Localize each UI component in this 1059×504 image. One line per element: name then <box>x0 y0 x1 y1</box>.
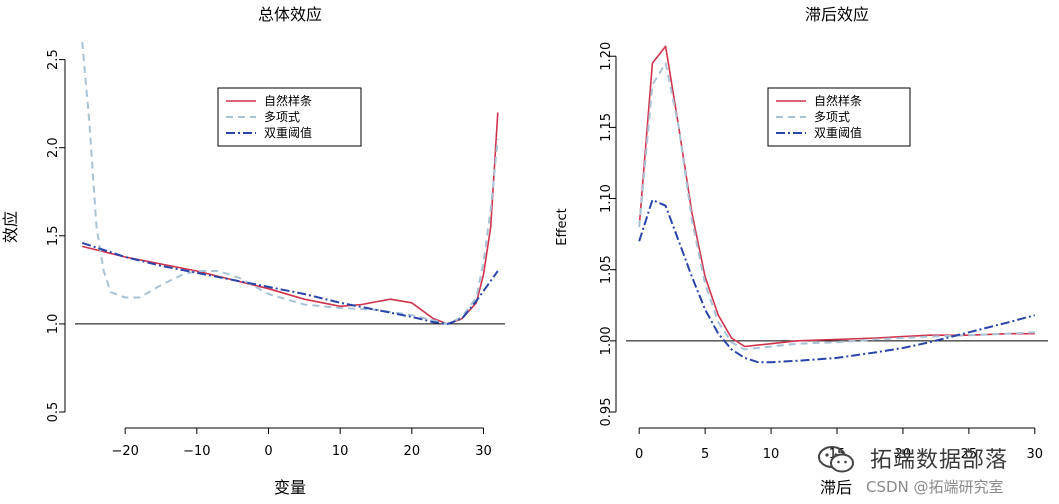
series-line-dashed <box>638 62 1035 351</box>
watermark-title: 拓端数据部落 <box>870 448 1009 473</box>
legend-entry-label: 多项式 <box>264 110 300 124</box>
chart-title: 总体效应 <box>258 5 322 24</box>
series-line-dashed <box>81 41 499 325</box>
y-tick-label: 1.00 <box>599 326 614 355</box>
total-effect-chart: 总体效应 0.5 1.0 1.5 2.0 2.5 效应 −20 −10 0 10 20 30 变量 自然样条… <box>1 5 505 497</box>
y-tick-label: 1.05 <box>599 255 614 284</box>
x-tick-label: 0 <box>635 447 643 462</box>
legend-entry-label: 多项式 <box>814 110 850 124</box>
legend-entry-label: 自然样条 <box>814 93 862 108</box>
x-tick-label: 10 <box>763 447 780 462</box>
y-tick-label: 0.95 <box>599 398 614 427</box>
x-tick-label: −10 <box>183 444 210 459</box>
series-line-dotdash <box>81 241 499 325</box>
x-axis-label: 变量 <box>274 478 306 497</box>
x-tick-label: 20 <box>895 447 912 462</box>
watermark: 拓端数据部落 CSDN @拓端研究室 <box>808 442 1053 502</box>
x-tick-label: −20 <box>111 444 138 459</box>
y-axis-label: Effect <box>555 208 570 245</box>
y-tick-label: 0.5 <box>46 402 61 423</box>
watermark-credit: CSDN @拓端研究室 <box>866 478 1004 496</box>
chart-title: 滞后效应 <box>805 5 869 24</box>
y-tick-label: 1.5 <box>46 225 61 246</box>
y-axis-label: 效应 <box>1 211 20 243</box>
x-tick-label: 30 <box>1027 447 1044 462</box>
lag-effect-chart: 滞后效应0.951.001.051.101.151.20Effect051015… <box>555 5 1048 497</box>
x-tick-label: 30 <box>475 444 492 459</box>
x-tick-label: 20 <box>404 444 421 459</box>
wechat-logo-icon <box>818 446 854 473</box>
y-tick-label: 1.20 <box>599 42 614 71</box>
y-tick-label: 1.10 <box>599 184 614 213</box>
legend-entry-label: 双重阈值 <box>264 125 312 140</box>
series-line-dotdash <box>638 199 1036 364</box>
x-tick-label: 25 <box>961 447 978 462</box>
y-tick-label: 2.0 <box>46 137 61 158</box>
legend-entry-label: 自然样条 <box>264 93 312 108</box>
x-axis-label: 滞后 <box>820 478 852 497</box>
y-tick-label: 1.15 <box>599 113 614 142</box>
legend-entry-label: 双重阈值 <box>814 125 862 140</box>
x-tick-label: 0 <box>264 444 272 459</box>
y-tick-label: 1.0 <box>46 314 61 335</box>
x-tick-label: 5 <box>701 447 709 462</box>
x-tick-label: 10 <box>332 444 349 459</box>
y-tick-label: 2.5 <box>46 49 61 70</box>
